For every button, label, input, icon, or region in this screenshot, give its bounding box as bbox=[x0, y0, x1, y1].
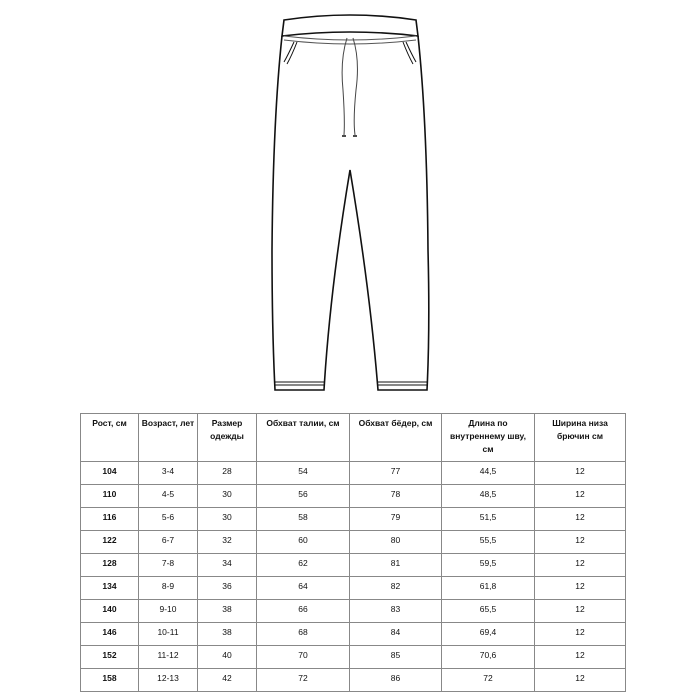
table-cell: 79 bbox=[349, 507, 442, 531]
table-cell: 68 bbox=[256, 622, 350, 646]
table-cell: 12 bbox=[534, 576, 626, 600]
table-cell: 104 bbox=[80, 461, 139, 485]
table-cell: 11-12 bbox=[138, 645, 198, 669]
table-cell: 152 bbox=[80, 645, 139, 669]
table-cell: 140 bbox=[80, 599, 139, 623]
table-cell: 34 bbox=[197, 553, 257, 577]
table-cell: 70 bbox=[256, 645, 350, 669]
table-cell: 66 bbox=[256, 599, 350, 623]
size-chart-table: Рост, см Возраст, лет Размер одежды Обхват … bbox=[80, 413, 626, 692]
table-cell: 30 bbox=[197, 507, 257, 531]
column-header: Размер одежды bbox=[197, 413, 257, 462]
table-cell: 12 bbox=[534, 507, 626, 531]
table-cell: 36 bbox=[197, 576, 257, 600]
table-cell: 6-7 bbox=[138, 530, 198, 554]
column-header: Ширина низа брючин см bbox=[534, 413, 626, 462]
table-cell: 56 bbox=[256, 484, 350, 508]
table-cell: 8-9 bbox=[138, 576, 198, 600]
column-header: Рост, см bbox=[80, 413, 139, 462]
table-cell: 134 bbox=[80, 576, 139, 600]
table-cell: 42 bbox=[197, 668, 257, 692]
table-cell: 80 bbox=[349, 530, 442, 554]
table-cell: 83 bbox=[349, 599, 442, 623]
table-cell: 62 bbox=[256, 553, 350, 577]
waistband bbox=[281, 14, 419, 37]
table-cell: 12 bbox=[534, 530, 626, 554]
table-row: 146 10-11 38 68 84 69,4 12 bbox=[80, 622, 626, 646]
table-cell: 12 bbox=[534, 622, 626, 646]
table-cell: 77 bbox=[349, 461, 442, 485]
table-cell: 128 bbox=[80, 553, 139, 577]
table-cell: 65,5 bbox=[441, 599, 535, 623]
table-cell: 3-4 bbox=[138, 461, 198, 485]
column-header: Длина по внутреннему шву, см bbox=[441, 413, 535, 462]
table-cell: 44,5 bbox=[441, 461, 535, 485]
table-cell: 61,8 bbox=[441, 576, 535, 600]
table-cell: 110 bbox=[80, 484, 139, 508]
table-cell: 9-10 bbox=[138, 599, 198, 623]
drawstring-icon bbox=[341, 37, 358, 136]
table-cell: 69,4 bbox=[441, 622, 535, 646]
table-row: 104 3-4 28 54 77 44,5 12 bbox=[80, 461, 626, 485]
table-cell: 84 bbox=[349, 622, 442, 646]
table-cell: 72 bbox=[256, 668, 350, 692]
table-cell: 12 bbox=[534, 484, 626, 508]
table-cell: 51,5 bbox=[441, 507, 535, 531]
table-cell: 70,6 bbox=[441, 645, 535, 669]
table-cell: 72 bbox=[441, 668, 535, 692]
table-cell: 4-5 bbox=[138, 484, 198, 508]
table-cell: 12 bbox=[534, 553, 626, 577]
table-cell: 12 bbox=[534, 668, 626, 692]
table-cell: 54 bbox=[256, 461, 350, 485]
table-cell: 59,5 bbox=[441, 553, 535, 577]
table-cell: 86 bbox=[349, 668, 442, 692]
column-header: Обхват талии, см bbox=[256, 413, 350, 462]
table-cell: 32 bbox=[197, 530, 257, 554]
table-header-row: Рост, см Возраст, лет Размер одежды Обхват … bbox=[80, 413, 626, 462]
table-cell: 85 bbox=[349, 645, 442, 669]
column-header: Возраст, лет bbox=[138, 413, 198, 462]
table-cell: 12 bbox=[534, 461, 626, 485]
table-cell: 38 bbox=[197, 599, 257, 623]
table-cell: 116 bbox=[80, 507, 139, 531]
table-row: 140 9-10 38 66 83 65,5 12 bbox=[80, 599, 626, 623]
table-cell: 5-6 bbox=[138, 507, 198, 531]
table-row: 128 7-8 34 62 81 59,5 12 bbox=[80, 553, 626, 577]
table-cell: 82 bbox=[349, 576, 442, 600]
table-row: 158 12-13 42 72 86 72 12 bbox=[80, 668, 626, 692]
table-cell: 40 bbox=[197, 645, 257, 669]
pants-drawing bbox=[271, 14, 430, 391]
table-row: 116 5-6 30 58 79 51,5 12 bbox=[80, 507, 626, 531]
table-cell: 7-8 bbox=[138, 553, 198, 577]
column-header: Обхват бёдер, см bbox=[349, 413, 442, 462]
table-cell: 10-11 bbox=[138, 622, 198, 646]
table-cell: 60 bbox=[256, 530, 350, 554]
table-cell: 38 bbox=[197, 622, 257, 646]
table-cell: 58 bbox=[256, 507, 350, 531]
table-cell: 78 bbox=[349, 484, 442, 508]
table-cell: 12 bbox=[534, 645, 626, 669]
table-cell: 122 bbox=[80, 530, 139, 554]
table-cell: 146 bbox=[80, 622, 139, 646]
table-row: 152 11-12 40 70 85 70,6 12 bbox=[80, 645, 626, 669]
table-cell: 48,5 bbox=[441, 484, 535, 508]
table-cell: 12-13 bbox=[138, 668, 198, 692]
table-cell: 64 bbox=[256, 576, 350, 600]
table-cell: 30 bbox=[197, 484, 257, 508]
table-row: 110 4-5 30 56 78 48,5 12 bbox=[80, 484, 626, 508]
table-cell: 12 bbox=[534, 599, 626, 623]
table-cell: 55,5 bbox=[441, 530, 535, 554]
table-cell: 28 bbox=[197, 461, 257, 485]
table-cell: 81 bbox=[349, 553, 442, 577]
table-row: 122 6-7 32 60 80 55,5 12 bbox=[80, 530, 626, 554]
table-row: 134 8-9 36 64 82 61,8 12 bbox=[80, 576, 626, 600]
pants-outline bbox=[271, 35, 430, 391]
table-cell: 158 bbox=[80, 668, 139, 692]
